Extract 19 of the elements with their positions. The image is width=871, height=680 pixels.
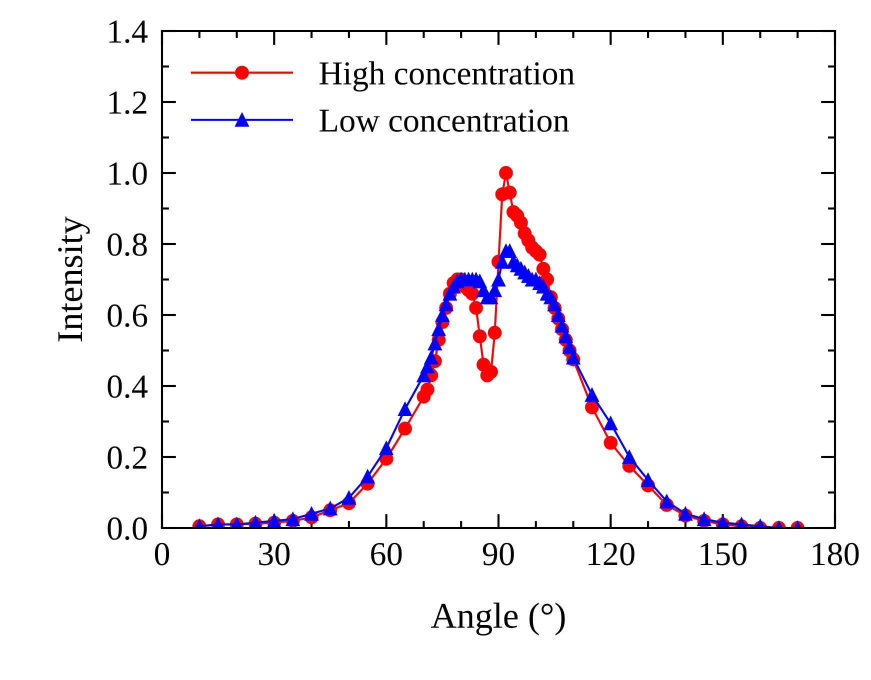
x-tick-label: 30: [259, 542, 290, 566]
x-tick-label: 150: [700, 542, 747, 566]
x-tick-label: 0: [154, 542, 170, 566]
legend-label: High concentration: [320, 61, 575, 92]
y-axis-title: Intensity: [58, 216, 90, 342]
y-tick-label: 0.0: [108, 517, 147, 540]
y-tick-label: 0.4: [108, 375, 148, 398]
legend-label: Low concentration: [320, 109, 569, 132]
y-tick-label: 1.2: [109, 91, 146, 114]
y-tick-label: 0.8: [108, 233, 147, 256]
y-tick-label: 0.6: [108, 304, 148, 328]
x-tick-label: 180: [812, 542, 859, 566]
y-tick-label: 1.0: [109, 162, 147, 186]
x-tick-label: 60: [371, 542, 402, 566]
x-tick-label: 90: [482, 542, 514, 566]
y-tick-label: 0.2: [108, 446, 146, 470]
y-tick-label: 1.4: [109, 20, 148, 44]
x-tick-label: 120: [588, 542, 634, 566]
x-axis-title: Angle (°): [430, 602, 565, 636]
